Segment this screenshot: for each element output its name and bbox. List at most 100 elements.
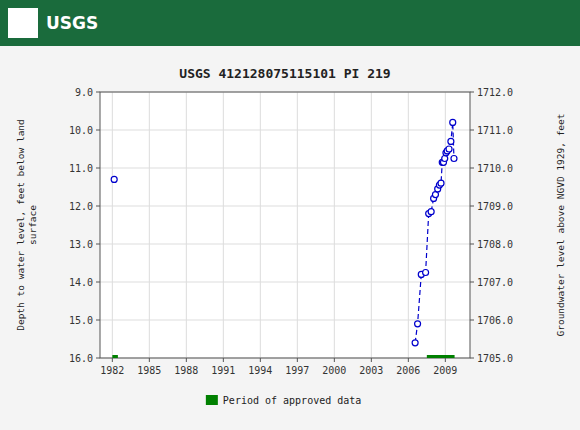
grid-line <box>297 92 298 358</box>
y2-axis-label: Groundwater level above NGVD 1929, feet <box>555 113 566 336</box>
tick <box>223 358 224 362</box>
tick-label: 1707.0 <box>477 277 513 288</box>
tick-label: 15.0 <box>69 315 93 326</box>
header-text: USGS <box>46 13 98 33</box>
logo-box <box>8 8 38 38</box>
y-axis-label-line: surface <box>27 205 38 245</box>
tick <box>470 92 474 93</box>
tick <box>96 244 100 245</box>
data-point <box>111 176 117 182</box>
grid-line <box>445 92 446 358</box>
tick-label: 1711.0 <box>477 125 513 136</box>
tick-label: 12.0 <box>69 201 93 212</box>
approved-period-bar <box>427 355 455 358</box>
grid-line <box>100 244 470 245</box>
data-point <box>442 156 448 162</box>
approved-period-bar <box>112 355 118 358</box>
tick <box>470 130 474 131</box>
tick-label: 1709.0 <box>477 201 513 212</box>
tick <box>96 320 100 321</box>
tick <box>149 358 150 362</box>
data-point <box>448 138 454 144</box>
tick-label: 1710.0 <box>477 163 513 174</box>
tick-label: 14.0 <box>69 277 93 288</box>
data-point <box>450 119 456 125</box>
plot-frame <box>100 92 470 358</box>
tick-label: 2003 <box>359 365 383 376</box>
grid-line <box>334 92 335 358</box>
tick <box>470 244 474 245</box>
tick-label: 1708.0 <box>477 239 513 250</box>
data-point <box>451 156 457 162</box>
data-point <box>446 146 452 152</box>
tick-label: 1997 <box>285 365 309 376</box>
header-bar <box>0 0 580 46</box>
legend: Period of approved data <box>206 395 361 406</box>
grid-line <box>100 168 470 169</box>
tick-label: 2009 <box>433 365 457 376</box>
data-point <box>432 192 438 198</box>
tick <box>334 358 335 362</box>
tick-label: 2000 <box>322 365 346 376</box>
tick-label: 1988 <box>174 365 198 376</box>
tick <box>371 358 372 362</box>
data-point <box>423 270 429 276</box>
tick <box>96 92 100 93</box>
tick <box>260 358 261 362</box>
tick-label: 13.0 <box>69 239 93 250</box>
data-point <box>415 321 421 327</box>
grid <box>100 92 470 358</box>
chart: USGSUSGS 412128075115101 PI 219198219851… <box>0 0 580 430</box>
grid-line <box>223 92 224 358</box>
data <box>111 119 457 358</box>
tick-label: 1994 <box>248 365 272 376</box>
tick-label: 11.0 <box>69 163 93 174</box>
tick <box>186 358 187 362</box>
tick-label: 1982 <box>100 365 124 376</box>
grid-line <box>260 92 261 358</box>
tick-label: 10.0 <box>69 125 93 136</box>
grid-line <box>408 92 409 358</box>
tick <box>470 320 474 321</box>
legend-label: Period of approved data <box>223 395 361 406</box>
tick-label: 1712.0 <box>477 87 513 98</box>
tick <box>297 358 298 362</box>
data-point <box>438 180 444 186</box>
grid-line <box>371 92 372 358</box>
grid-line <box>100 320 470 321</box>
tick-label: 16.0 <box>69 353 93 364</box>
data-point <box>428 209 434 215</box>
data-line <box>415 122 454 342</box>
grid-line <box>100 282 470 283</box>
tick <box>470 358 474 359</box>
y-axis-label-line: Depth to water level, feet below land <box>15 119 26 331</box>
title: USGS 412128075115101 PI 219 <box>179 66 390 81</box>
tick <box>470 168 474 169</box>
tick-label: 2006 <box>396 365 420 376</box>
tick <box>445 358 446 362</box>
tick <box>408 358 409 362</box>
y2-axis-label-line: Groundwater level above NGVD 1929, feet <box>555 113 566 336</box>
tick <box>96 206 100 207</box>
grid-line <box>112 92 113 358</box>
grid-line <box>100 206 470 207</box>
tick <box>96 358 100 359</box>
y-axis-label: Depth to water level, feet below landsur… <box>15 119 38 331</box>
tick <box>96 282 100 283</box>
tick-label: 1706.0 <box>477 315 513 326</box>
grid-line <box>100 130 470 131</box>
grid-line <box>149 92 150 358</box>
tick <box>112 358 113 362</box>
tick <box>470 282 474 283</box>
axes: 1982 1985 1988 1991 1994 1997 2000 2003 2006 2009… <box>69 87 513 377</box>
tick-label: 1991 <box>211 365 235 376</box>
tick-label: 1705.0 <box>477 353 513 364</box>
tick <box>96 168 100 169</box>
tick <box>470 206 474 207</box>
tick-label: 1985 <box>137 365 161 376</box>
legend-swatch <box>206 395 218 405</box>
data-point <box>412 340 418 346</box>
tick-label: 9.0 <box>75 87 93 98</box>
tick <box>96 130 100 131</box>
plot-background <box>100 92 470 358</box>
